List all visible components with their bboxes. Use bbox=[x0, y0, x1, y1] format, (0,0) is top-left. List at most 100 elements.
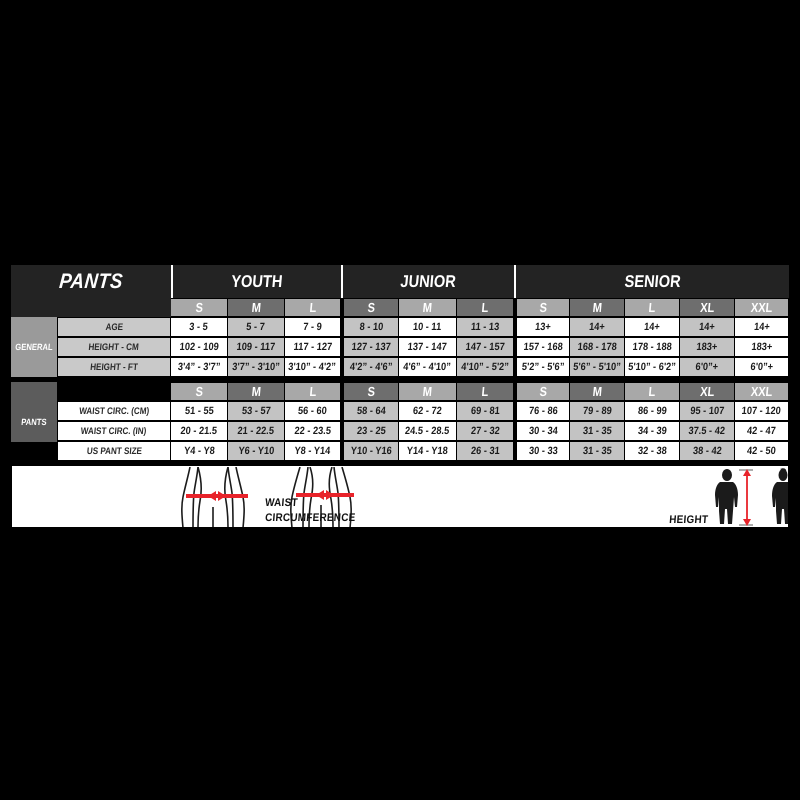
cell: 14+ bbox=[680, 317, 735, 337]
cell: 3'4” - 3'7” bbox=[171, 357, 228, 377]
category-senior: SENIOR bbox=[514, 265, 789, 298]
cell: 31 - 35 bbox=[570, 441, 625, 461]
row-label-waist-in: WAIST CIRC. (IN) bbox=[57, 421, 171, 441]
cell: 178 - 188 bbox=[625, 337, 680, 357]
cell: 14+ bbox=[570, 317, 625, 337]
chart-grid: PANTS YOUTH JUNIOR SENIOR S M L S M bbox=[11, 265, 789, 541]
cell: 37.5 - 42 bbox=[680, 421, 735, 441]
cell: 20 - 21.5 bbox=[171, 421, 228, 441]
row-label-us-pant-size: US PANT SIZE bbox=[57, 441, 171, 461]
size-header-senior-xxl: XXL bbox=[735, 298, 789, 317]
cell: 27 - 32 bbox=[457, 421, 514, 441]
cell: Y10 - Y16 bbox=[341, 441, 399, 461]
section-general: GENERAL AGE 3 - 5 5 - 7 7 - 9 8 - 10 10 … bbox=[11, 317, 789, 377]
cell: 13+ bbox=[514, 317, 570, 337]
cell: 38 - 42 bbox=[680, 441, 735, 461]
cell: 3'10” - 4'2” bbox=[285, 357, 341, 377]
cell: 14+ bbox=[735, 317, 789, 337]
waist-circumference-label: WAIST CIRCUMFERENCE bbox=[264, 496, 356, 524]
size-header-row-pants: S M L S M L S M L XL XXL bbox=[11, 382, 789, 401]
cell: 4'2” - 4'6” bbox=[341, 357, 399, 377]
size-header-pants-senior-l: L bbox=[625, 382, 680, 401]
cell: 23 - 25 bbox=[341, 421, 399, 441]
row-label-age: AGE bbox=[57, 317, 171, 337]
cell: 51 - 55 bbox=[171, 401, 228, 421]
size-header-pants-youth-l: L bbox=[285, 382, 341, 401]
size-header-pants-youth-m: M bbox=[228, 382, 285, 401]
height-measure-figure-female-icon bbox=[772, 468, 788, 524]
cell: 10 - 11 bbox=[399, 317, 457, 337]
cell: 95 - 107 bbox=[680, 401, 735, 421]
cell: 32 - 38 bbox=[625, 441, 680, 461]
cell: 30 - 33 bbox=[514, 441, 570, 461]
table-row: WAIST CIRC. (CM) 51 - 55 53 - 57 56 - 60… bbox=[57, 401, 789, 421]
size-header-senior-l: L bbox=[625, 298, 680, 317]
size-header-junior-s: S bbox=[341, 298, 399, 317]
cell: 42 - 50 bbox=[735, 441, 789, 461]
size-header-pants-senior-s: S bbox=[514, 382, 570, 401]
section-divider bbox=[11, 377, 789, 382]
table-row: WAIST CIRC. (IN) 20 - 21.5 21 - 22.5 22 … bbox=[57, 421, 789, 441]
size-header-senior-s: S bbox=[514, 298, 570, 317]
table-row: HEIGHT - CM 102 - 109 109 - 117 117 - 12… bbox=[57, 337, 789, 357]
cell: 5'6” - 5'10” bbox=[570, 357, 625, 377]
size-header-senior-xl: XL bbox=[680, 298, 735, 317]
cell: 102 - 109 bbox=[171, 337, 228, 357]
cell: 183+ bbox=[680, 337, 735, 357]
cell: Y6 - Y10 bbox=[228, 441, 285, 461]
cell: 34 - 39 bbox=[625, 421, 680, 441]
cell: 4'10” - 5'2” bbox=[457, 357, 514, 377]
cell: 6'0”+ bbox=[735, 357, 789, 377]
section-pants: PANTS WAIST CIRC. (CM) 51 - 55 53 - 57 5… bbox=[11, 382, 789, 461]
size-header-pants-senior-xxl: XXL bbox=[735, 382, 789, 401]
cell: 79 - 89 bbox=[570, 401, 625, 421]
cell: 42 - 47 bbox=[735, 421, 789, 441]
size-header-youth-s: S bbox=[171, 298, 228, 317]
height-measure-figure-male-icon bbox=[715, 469, 753, 526]
cell: 107 - 120 bbox=[735, 401, 789, 421]
size-header-pants-senior-m: M bbox=[570, 382, 625, 401]
measurement-illustration-strip: WAIST CIRCUMFERENCE HEIGHT bbox=[11, 465, 789, 528]
table-row: US PANT SIZE Y4 - Y8 Y6 - Y10 Y8 - Y14 Y… bbox=[57, 441, 789, 461]
cell: 3'7” - 3'10” bbox=[228, 357, 285, 377]
waist-measure-figure-male-icon bbox=[181, 467, 248, 527]
size-header-junior-l: L bbox=[457, 298, 514, 317]
size-header-row-general: S M L S M L S M L XL XXL bbox=[11, 298, 789, 317]
category-junior: JUNIOR bbox=[341, 265, 514, 298]
size-header-senior-m: M bbox=[570, 298, 625, 317]
cell: 5'10” - 6'2” bbox=[625, 357, 680, 377]
cell: 22 - 23.5 bbox=[285, 421, 341, 441]
cell: 147 - 157 bbox=[457, 337, 514, 357]
size-header-spacer bbox=[11, 298, 171, 317]
cell: 58 - 64 bbox=[341, 401, 399, 421]
cell: 137 - 147 bbox=[399, 337, 457, 357]
cell: 11 - 13 bbox=[457, 317, 514, 337]
cell: 14+ bbox=[625, 317, 680, 337]
cell: 30 - 34 bbox=[514, 421, 570, 441]
size-header-pants-youth-s: S bbox=[171, 382, 228, 401]
size-header-youth-l: L bbox=[285, 298, 341, 317]
row-label-height-cm: HEIGHT - CM bbox=[57, 337, 171, 357]
size-header-pants-senior-xl: XL bbox=[680, 382, 735, 401]
cell: 3 - 5 bbox=[171, 317, 228, 337]
table-row: AGE 3 - 5 5 - 7 7 - 9 8 - 10 10 - 11 11 … bbox=[57, 317, 789, 337]
size-header-pants-junior-m: M bbox=[399, 382, 457, 401]
cell: 4'6” - 4'10” bbox=[399, 357, 457, 377]
category-youth: YOUTH bbox=[171, 265, 341, 298]
size-header-youth-m: M bbox=[228, 298, 285, 317]
cell: 5'2” - 5'6” bbox=[514, 357, 570, 377]
section-label-pants: PANTS bbox=[11, 382, 57, 442]
section-label-general: GENERAL bbox=[11, 317, 57, 377]
cell: 117 - 127 bbox=[285, 337, 341, 357]
table-row: HEIGHT - FT 3'4” - 3'7” 3'7” - 3'10” 3'1… bbox=[57, 357, 789, 377]
chart-title: PANTS bbox=[58, 269, 124, 293]
size-header-pants-junior-l: L bbox=[457, 382, 514, 401]
cell: 62 - 72 bbox=[399, 401, 457, 421]
cell: 5 - 7 bbox=[228, 317, 285, 337]
cell: 69 - 81 bbox=[457, 401, 514, 421]
cell: 24.5 - 28.5 bbox=[399, 421, 457, 441]
height-label: HEIGHT bbox=[668, 514, 709, 527]
cell: 76 - 86 bbox=[514, 401, 570, 421]
row-label-height-ft: HEIGHT - FT bbox=[57, 357, 171, 377]
